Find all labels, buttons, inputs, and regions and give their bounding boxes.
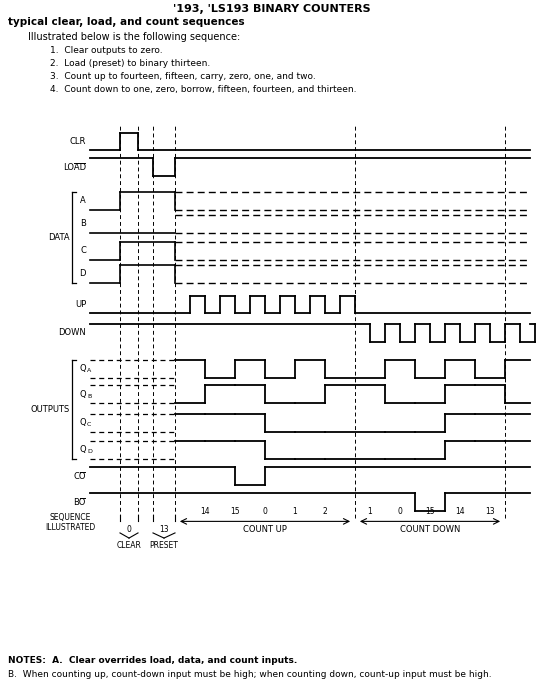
Text: 0: 0 xyxy=(398,508,403,517)
Text: DOWN: DOWN xyxy=(58,328,86,337)
Text: typical clear, load, and count sequences: typical clear, load, and count sequences xyxy=(8,17,245,27)
Text: 2.  Load (preset) to binary thirteen.: 2. Load (preset) to binary thirteen. xyxy=(50,59,210,68)
Text: NOTES:  A.  Clear overrides load, data, and count inputs.: NOTES: A. Clear overrides load, data, an… xyxy=(8,656,297,665)
Text: CLEAR: CLEAR xyxy=(116,540,141,550)
Text: 14: 14 xyxy=(200,508,210,517)
Text: 2: 2 xyxy=(323,508,327,517)
Text: UP: UP xyxy=(75,300,86,309)
Text: CLR: CLR xyxy=(70,137,86,146)
Text: 3.  Count up to fourteen, fifteen, carry, zero, one, and two.: 3. Count up to fourteen, fifteen, carry,… xyxy=(50,72,316,81)
Text: Q: Q xyxy=(79,390,86,399)
Text: COUNT UP: COUNT UP xyxy=(243,525,287,534)
Text: CO: CO xyxy=(73,472,86,481)
Text: B: B xyxy=(80,219,86,228)
Text: 1: 1 xyxy=(368,508,373,517)
Text: PRESET: PRESET xyxy=(150,540,178,550)
Text: B: B xyxy=(87,394,91,399)
Text: SEQUENCE
ILLUSTRATED: SEQUENCE ILLUSTRATED xyxy=(45,513,95,533)
Text: BO: BO xyxy=(73,498,86,507)
Text: 14: 14 xyxy=(455,508,465,517)
Text: COUNT DOWN: COUNT DOWN xyxy=(400,525,460,534)
Text: 0: 0 xyxy=(263,508,268,517)
Text: 1.  Clear outputs to zero.: 1. Clear outputs to zero. xyxy=(50,46,163,55)
Text: C: C xyxy=(80,246,86,255)
Text: 15: 15 xyxy=(425,508,435,517)
Text: D: D xyxy=(79,270,86,278)
Text: A: A xyxy=(81,196,86,205)
Text: 0: 0 xyxy=(127,525,132,534)
Text: Q: Q xyxy=(79,445,86,454)
Text: Q: Q xyxy=(79,418,86,427)
Text: '193, 'LS193 BINARY COUNTERS: '193, 'LS193 BINARY COUNTERS xyxy=(173,4,371,14)
Text: A: A xyxy=(87,368,91,373)
Text: LOAD: LOAD xyxy=(63,162,86,172)
Text: D: D xyxy=(87,449,92,454)
Text: 4.  Count down to one, zero, borrow, fifteen, fourteen, and thirteen.: 4. Count down to one, zero, borrow, fift… xyxy=(50,85,356,94)
Text: Q: Q xyxy=(79,364,86,373)
Text: OUTPUTS: OUTPUTS xyxy=(31,405,70,414)
Text: 1: 1 xyxy=(293,508,298,517)
Text: 13: 13 xyxy=(485,508,495,517)
Text: DATA: DATA xyxy=(48,232,70,241)
Text: 15: 15 xyxy=(230,508,240,517)
Text: B.  When counting up, count-down input must be high; when counting down, count-u: B. When counting up, count-down input mu… xyxy=(8,670,492,679)
Text: C: C xyxy=(87,422,91,427)
Text: Illustrated below is the following sequence:: Illustrated below is the following seque… xyxy=(28,32,240,42)
Text: 13: 13 xyxy=(159,525,169,534)
